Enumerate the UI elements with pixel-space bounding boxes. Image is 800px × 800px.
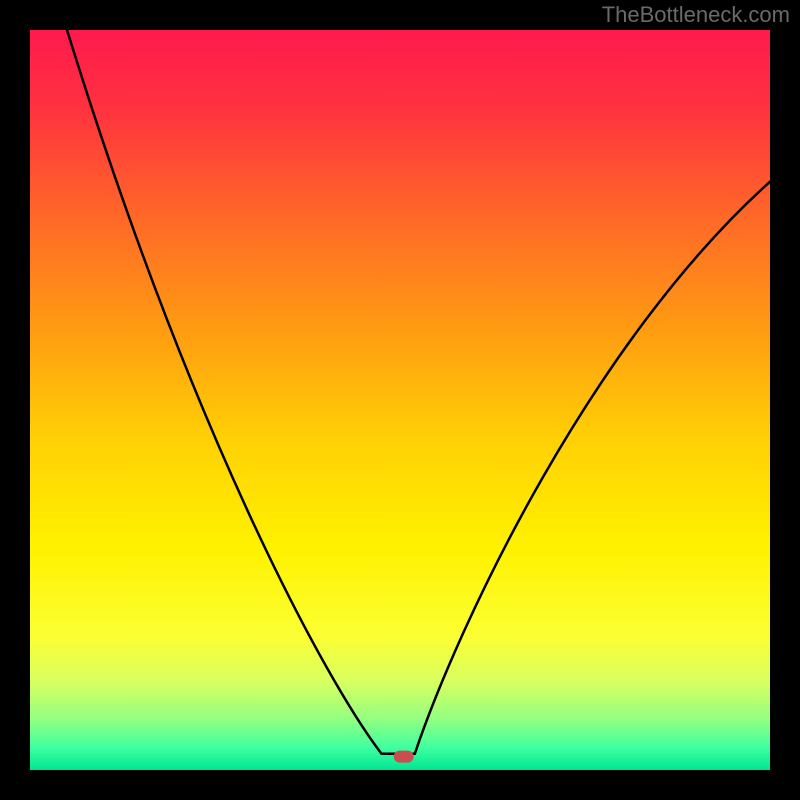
watermark-text: TheBottleneck.com bbox=[602, 2, 790, 28]
bottleneck-chart bbox=[0, 0, 800, 800]
optimum-marker bbox=[394, 751, 414, 763]
plot-background bbox=[30, 30, 770, 770]
chart-container: TheBottleneck.com bbox=[0, 0, 800, 800]
